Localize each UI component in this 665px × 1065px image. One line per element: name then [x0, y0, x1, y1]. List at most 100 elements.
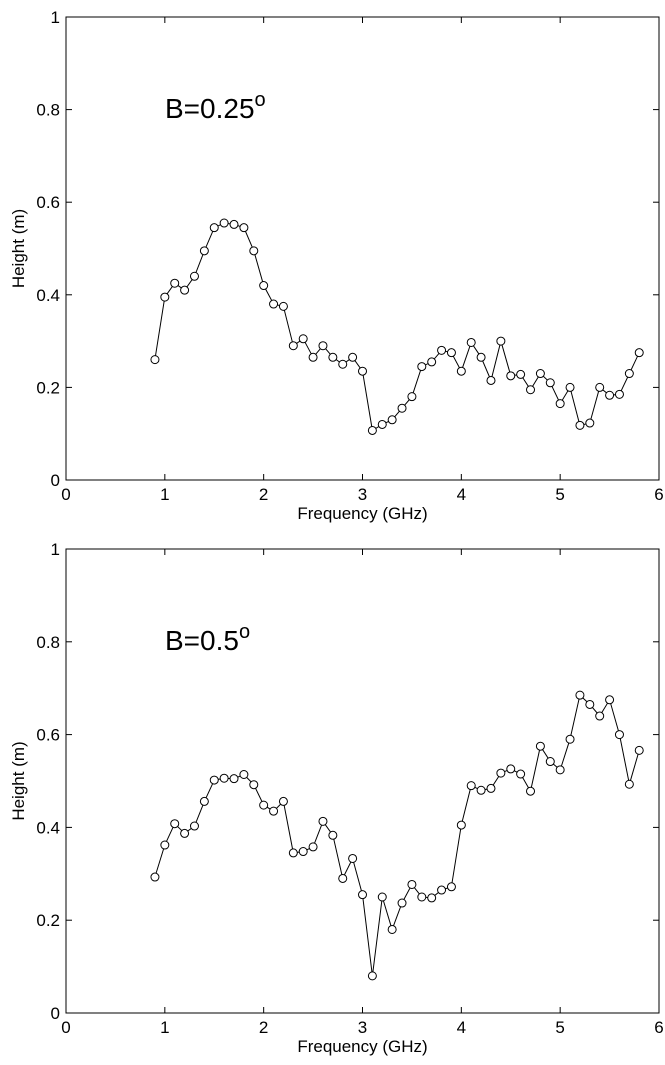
- data-point: [338, 873, 348, 883]
- y-tick-label: 0.6: [36, 726, 60, 745]
- y-tick-label: 1: [51, 8, 60, 27]
- data-point: [535, 369, 545, 379]
- chart-panel-1: 0 1 2 3 4 5 6 0 0.2 0.4 0.6 0.8 1 Frequency (GHz) Heig…: [9, 8, 664, 523]
- data-point: [446, 882, 456, 892]
- data-point: [614, 730, 624, 740]
- data-point: [219, 218, 229, 228]
- x-axis-label: Frequency (GHz): [297, 1037, 427, 1056]
- data-point: [189, 821, 199, 831]
- data-point: [634, 348, 644, 358]
- data-point: [239, 223, 249, 233]
- data-point: [624, 779, 634, 789]
- data-point: [545, 757, 555, 767]
- data-point: [278, 796, 288, 806]
- data-point: [595, 382, 605, 392]
- data-point: [555, 765, 565, 775]
- data-point: [160, 840, 170, 850]
- data-point: [288, 341, 298, 351]
- data-point: [585, 699, 595, 709]
- data-point: [249, 246, 259, 256]
- data-point: [585, 418, 595, 428]
- data-point: [486, 375, 496, 385]
- x-tick-label: 2: [259, 1018, 268, 1037]
- data-point: [170, 819, 180, 829]
- data-point: [476, 785, 486, 795]
- data-point: [377, 892, 387, 902]
- data-point: [595, 711, 605, 721]
- data-point: [496, 336, 506, 346]
- data-point: [397, 403, 407, 413]
- data-point: [437, 345, 447, 355]
- beamwidth-annotation: B=0.25o: [165, 89, 266, 124]
- data-point: [189, 271, 199, 281]
- x-axis-label: Frequency (GHz): [297, 504, 427, 523]
- data-point: [634, 745, 644, 755]
- data-point: [308, 842, 318, 852]
- x-tick-label: 4: [457, 1018, 466, 1037]
- data-point: [367, 971, 377, 981]
- x-tick-label: 6: [654, 1018, 663, 1037]
- data-point: [387, 924, 397, 934]
- data-point: [417, 362, 427, 372]
- y-tick-label: 0.8: [36, 633, 60, 652]
- y-tick-label: 0.6: [36, 193, 60, 212]
- data-point: [456, 820, 466, 830]
- data-point: [506, 371, 516, 381]
- y-tick-label: 1: [51, 540, 60, 559]
- data-point: [269, 299, 279, 309]
- data-point: [476, 352, 486, 362]
- data-point: [407, 392, 417, 402]
- data-point: [278, 301, 288, 311]
- annotation-text: B=0.25: [165, 93, 255, 124]
- data-point: [160, 292, 170, 302]
- x-tick-label: 5: [555, 485, 564, 504]
- data-point: [407, 879, 417, 889]
- data-point: [516, 369, 526, 379]
- data-point: [239, 770, 249, 780]
- y-tick-label: 0: [51, 471, 60, 490]
- data-point: [259, 281, 269, 291]
- data-point: [209, 223, 219, 233]
- data-point: [526, 786, 536, 796]
- data-point: [377, 419, 387, 429]
- data-point: [199, 246, 209, 256]
- y-axis-label: Height (m): [9, 741, 28, 820]
- data-point: [456, 366, 466, 376]
- data-point: [427, 893, 437, 903]
- x-tick-label: 0: [61, 485, 70, 504]
- chart-panel-2: 0 1 2 3 4 5 6 0 0.2 0.4 0.6 0.8 1 Frequency (GHz) Heig…: [9, 540, 664, 1056]
- data-point: [526, 385, 536, 395]
- x-tick-label: 1: [160, 485, 169, 504]
- x-tick-label: 2: [259, 485, 268, 504]
- data-point: [348, 352, 358, 362]
- data-point: [338, 359, 348, 369]
- annotation-superscript: o: [239, 621, 250, 643]
- y-tick-label: 0.8: [36, 101, 60, 120]
- data-point: [397, 898, 407, 908]
- data-point: [565, 734, 575, 744]
- data-point: [496, 768, 506, 778]
- data-point: [545, 378, 555, 388]
- data-point: [535, 741, 545, 751]
- data-point: [288, 848, 298, 858]
- data-point: [180, 285, 190, 295]
- data-point: [199, 796, 209, 806]
- data-point: [387, 415, 397, 425]
- data-point: [624, 369, 634, 379]
- x-tick-label: 3: [358, 485, 367, 504]
- data-point: [229, 774, 239, 784]
- y-tick-label: 0: [51, 1004, 60, 1023]
- plot-frame: [65, 548, 660, 1014]
- data-point: [249, 780, 259, 790]
- annotation-text: B=0.5: [165, 625, 239, 656]
- data-point: [605, 390, 615, 400]
- plot-frame: [65, 16, 660, 481]
- series-line: [154, 222, 640, 432]
- y-tick-label: 0.4: [36, 818, 60, 837]
- data-point: [417, 892, 427, 902]
- data-point: [486, 783, 496, 793]
- data-point: [614, 389, 624, 399]
- x-tick-label: 1: [160, 1018, 169, 1037]
- x-tick-label: 6: [654, 485, 663, 504]
- y-tick-label: 0.4: [36, 286, 60, 305]
